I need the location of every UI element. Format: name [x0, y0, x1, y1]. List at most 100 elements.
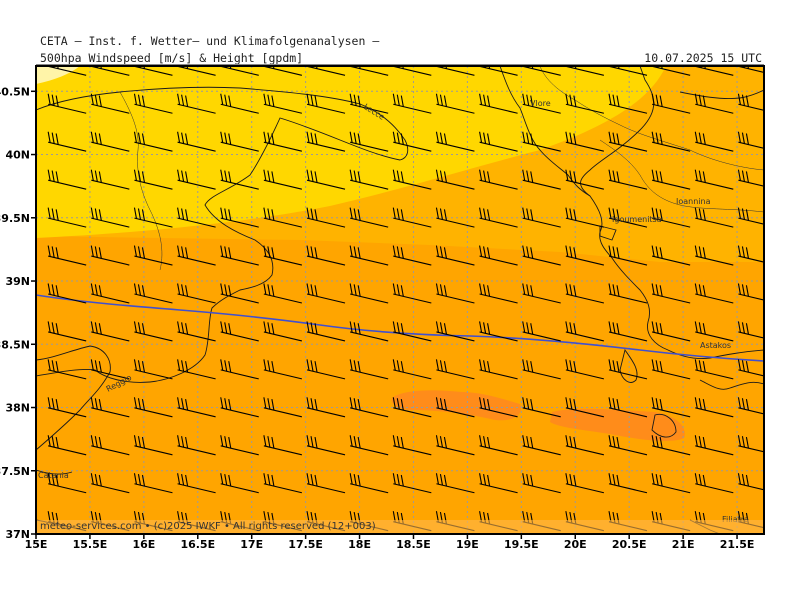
- y-tick-label: 39N: [5, 275, 30, 288]
- wind-barb: [47, 245, 87, 266]
- wind-barb: [177, 245, 216, 266]
- wind-barb: [608, 283, 648, 304]
- wind-barb: [608, 207, 648, 228]
- wind-barb: [737, 321, 764, 339]
- wind-barb: [349, 169, 389, 190]
- wind-barb: [608, 473, 648, 494]
- y-tick-label: 39.5N: [0, 212, 30, 225]
- wind-barb: [306, 245, 346, 266]
- wind-barb: [479, 435, 518, 456]
- x-tick-label: 18E: [348, 538, 371, 551]
- wind-barb: [608, 169, 648, 190]
- wind-barb: [694, 473, 734, 494]
- wind-barb: [349, 283, 389, 304]
- wind-barb: [306, 169, 346, 190]
- wind-barb: [306, 397, 346, 418]
- wind-barb: [220, 321, 259, 342]
- band-dark-orange-2: [550, 408, 685, 441]
- wind-barb: [133, 321, 173, 342]
- wind-barb: [177, 131, 216, 152]
- x-tick-label: 18.5E: [396, 538, 431, 551]
- wind-barb: [392, 397, 432, 418]
- wind-barb: [263, 473, 303, 494]
- wind-barb: [47, 359, 87, 380]
- wind-barb: [177, 473, 216, 494]
- wind-barb: [479, 93, 518, 114]
- wind-barb: [220, 93, 259, 114]
- wind-barb: [737, 245, 764, 263]
- wind-barb: [522, 207, 561, 228]
- x-tick-label: 15E: [25, 538, 48, 551]
- map-plot-area: Lecce Vlore Igoumenitsa Ioannina Astakos…: [36, 66, 764, 534]
- wind-barb: [90, 473, 130, 494]
- wind-barb: [651, 131, 691, 152]
- wind-barb: [392, 245, 432, 266]
- wind-barb: [220, 435, 259, 456]
- wind-barb: [651, 93, 691, 114]
- x-tick-label: 16E: [132, 538, 155, 551]
- wind-barb: [694, 245, 734, 266]
- wind-barb: [435, 169, 475, 190]
- wind-barb: [737, 283, 764, 301]
- wind-barb: [133, 93, 173, 114]
- wind-barb: [47, 397, 87, 418]
- wind-barb: [90, 169, 130, 190]
- wind-barb: [47, 169, 87, 190]
- wind-barb: [177, 169, 216, 190]
- wind-barb: [651, 207, 691, 228]
- chart-title: CETA — Inst. f. Wetter— und Klimafolgena…: [40, 34, 380, 48]
- wind-barb: [306, 359, 346, 380]
- wind-barb: [263, 93, 303, 114]
- wind-barb: [263, 169, 303, 190]
- wind-barb: [565, 245, 604, 266]
- wind-barb: [177, 321, 216, 342]
- wind-barb: [90, 435, 130, 456]
- band-light: [36, 66, 80, 84]
- wind-barb: [737, 473, 764, 491]
- wind-barb: [522, 283, 561, 304]
- wind-barb: [177, 397, 216, 418]
- wind-barb: [133, 359, 173, 380]
- wind-barb: [737, 131, 764, 149]
- wind-barb: [306, 473, 346, 494]
- wind-barb: [435, 131, 475, 152]
- wind-barb: [220, 359, 259, 380]
- wind-barb: [479, 245, 518, 266]
- height-isoline: [36, 294, 764, 362]
- wind-barb: [392, 131, 432, 152]
- wind-barb: [737, 169, 764, 187]
- wind-barb: [220, 131, 259, 152]
- x-tick-label: 21.5E: [720, 538, 755, 551]
- wind-barb: [522, 435, 561, 456]
- wind-barb: [90, 359, 130, 380]
- wind-barb: [133, 207, 173, 228]
- wind-barb: [565, 169, 604, 190]
- wind-barb: [392, 283, 432, 304]
- wind-barb: [90, 321, 130, 342]
- header-divider: [36, 64, 764, 65]
- x-tick-label: 19E: [456, 538, 479, 551]
- y-tick-label: 38N: [5, 402, 30, 415]
- wind-barb: [392, 93, 432, 114]
- wind-barb: [349, 397, 389, 418]
- wind-barb: [349, 359, 389, 380]
- wind-barb: [220, 207, 259, 228]
- wind-barb: [133, 131, 173, 152]
- wind-barb: [435, 435, 475, 456]
- valid-time: 10.07.2025 15 UTC: [644, 51, 762, 65]
- wind-barb: [694, 131, 734, 152]
- wind-barb: [392, 169, 432, 190]
- wind-barb: [565, 207, 604, 228]
- wind-barb: [522, 131, 561, 152]
- wind-barb: [565, 283, 604, 304]
- wind-barb: [479, 473, 518, 494]
- wind-barb: [522, 397, 561, 418]
- wind-barb: [651, 397, 691, 418]
- wind-barb: [608, 359, 648, 380]
- borders: [119, 66, 764, 271]
- wind-barb: [522, 245, 561, 266]
- x-tick-label: 17E: [240, 538, 263, 551]
- wind-barb: [435, 359, 475, 380]
- wind-barb: [694, 169, 734, 190]
- wind-barb: [263, 397, 303, 418]
